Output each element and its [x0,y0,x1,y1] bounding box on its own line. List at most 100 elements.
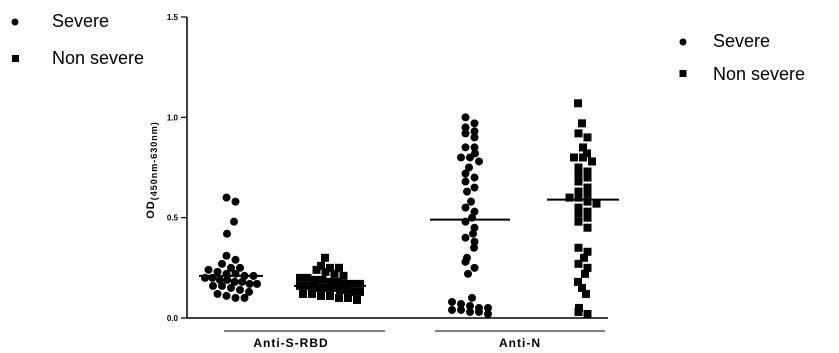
data-point [579,153,587,162]
data-point [317,291,325,300]
data-point [588,157,596,166]
data-point [303,273,312,282]
legend-right-severe-marker [679,38,687,46]
data-point [583,189,592,198]
data-point [230,217,238,226]
data-point [349,287,358,296]
data-point [469,229,477,238]
data-point [583,213,592,222]
data-point [470,237,479,246]
data-point [223,275,232,284]
data-point [457,153,465,162]
group-label-anti-s-rbd: Anti-S-RBD [253,336,328,350]
data-points [201,99,601,318]
data-point [316,283,324,292]
data-point [223,229,231,238]
data-point [466,153,474,162]
data-point [348,279,357,288]
data-point [321,253,329,262]
data-point [463,187,471,196]
data-point [574,259,583,268]
data-point [344,293,352,302]
data-point [578,283,586,292]
data-point [575,303,583,312]
data-point [466,307,474,316]
data-point [209,281,217,290]
data-point [583,223,592,232]
data-point [353,295,361,304]
data-point [466,301,474,310]
legend-left-nonsevere-label: Non severe [52,48,144,68]
data-point [240,293,249,302]
y-tick-label: 0.5 [167,214,179,223]
legend-right-nonsevere-marker [679,70,687,77]
data-point [299,289,307,298]
data-point [230,277,239,286]
data-point [461,203,470,212]
data-point [236,263,244,272]
data-point [574,187,583,196]
legend-left-severe-marker [11,18,19,26]
data-point [222,291,231,300]
data-point [329,283,338,292]
data-point [574,307,583,316]
data-point [335,293,343,302]
legend-right-severe-label: Severe [713,31,770,51]
legend-right-nonsevere-label: Non severe [713,64,805,84]
data-point [245,287,253,296]
data-point [583,149,591,158]
data-point [592,199,601,208]
data-point [245,279,254,288]
data-point [583,167,592,176]
data-point [457,305,465,314]
data-point [583,133,592,142]
legend-left-nonsevere-marker [12,55,19,62]
data-point [356,279,364,288]
data-point [475,307,483,316]
data-point [461,177,470,186]
data-point [341,279,349,288]
data-point [218,259,226,268]
data-point [565,193,574,202]
data-point [457,299,465,308]
median-lines [199,198,619,287]
data-point [470,223,479,232]
data-point [470,133,479,142]
data-point [484,309,492,318]
data-point [336,285,344,294]
y-ticks: 0.0 0.5 1.0 1.5 [167,13,187,323]
data-point [484,303,492,312]
data-point [582,289,590,298]
data-point [470,173,479,182]
data-point [333,277,342,286]
data-point [468,293,476,302]
data-point [326,277,334,286]
data-point [470,127,479,136]
data-point [583,197,592,206]
data-point [231,197,240,206]
data-point [448,297,456,306]
data-point [227,263,235,272]
data-point [321,267,330,276]
data-point [222,251,231,260]
data-point [326,291,334,300]
data-point [574,217,583,226]
data-point [578,119,586,128]
data-point [574,277,582,286]
data-point [326,263,334,272]
data-point [335,263,343,272]
data-point [231,255,240,264]
data-point [339,271,348,280]
data-point [238,277,247,286]
data-point [579,143,587,152]
data-point [470,263,479,272]
group-label-anti-n: Anti-N [499,336,541,350]
data-point [583,247,592,256]
data-point [574,193,583,202]
data-point [470,119,479,128]
data-point [461,113,470,122]
data-point [475,157,483,166]
data-point [231,293,240,302]
data-point [356,287,364,296]
